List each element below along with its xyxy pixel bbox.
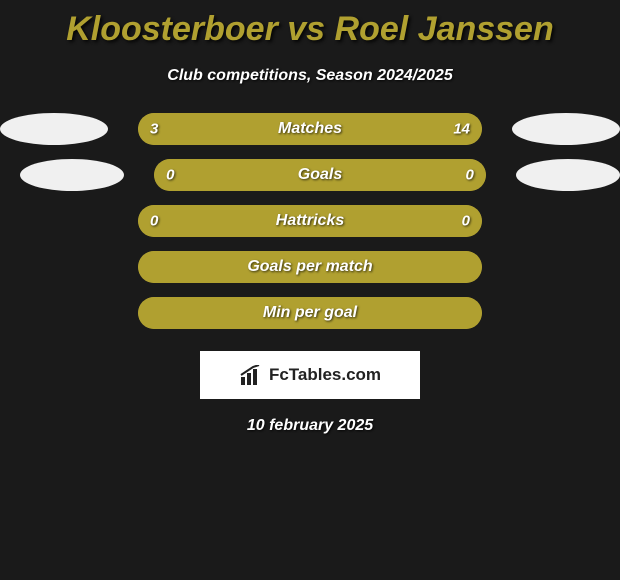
stat-label: Hattricks [276, 212, 344, 230]
stat-bar: Min per goal [138, 297, 482, 329]
spacer [0, 251, 108, 283]
player-badge-right [512, 113, 620, 145]
bar-fill-left [138, 113, 199, 145]
logo-text: FcTables.com [269, 365, 381, 385]
player-badge-left [20, 159, 124, 191]
comparison-container: Kloosterboer vs Roel Janssen Club compet… [0, 0, 620, 435]
stat-value-left: 0 [166, 167, 174, 184]
stat-label: Goals [298, 166, 342, 184]
stat-value-left: 0 [150, 213, 158, 230]
subtitle: Club competitions, Season 2024/2025 [0, 67, 620, 85]
stat-row: 3 14 Matches [0, 113, 620, 145]
stat-value-right: 0 [462, 213, 470, 230]
stat-row: Goals per match [0, 251, 620, 283]
logo-box[interactable]: FcTables.com [200, 351, 420, 399]
logo-content: FcTables.com [239, 365, 381, 385]
spacer [0, 205, 108, 237]
stat-bar: 0 0 Hattricks [138, 205, 482, 237]
spacer [512, 205, 620, 237]
date-text: 10 february 2025 [0, 417, 620, 435]
player-badge-right [516, 159, 620, 191]
stat-bar: Goals per match [138, 251, 482, 283]
stat-value-left: 3 [150, 121, 158, 138]
chart-icon [239, 365, 263, 385]
spacer [512, 251, 620, 283]
spacer [512, 297, 620, 329]
stat-label: Matches [278, 120, 342, 138]
stat-row: 0 0 Hattricks [0, 205, 620, 237]
spacer [0, 297, 108, 329]
stat-bar: 0 0 Goals [154, 159, 486, 191]
stat-value-right: 14 [453, 121, 470, 138]
stat-bar: 3 14 Matches [138, 113, 482, 145]
player-badge-left [0, 113, 108, 145]
stat-label: Goals per match [247, 258, 372, 276]
page-title: Kloosterboer vs Roel Janssen [0, 10, 620, 49]
stat-row: 0 0 Goals [0, 159, 620, 191]
stat-rows: 3 14 Matches 0 0 Goals 0 0 Hattricks Goals per ma… [0, 113, 620, 329]
stat-value-right: 0 [466, 167, 474, 184]
stat-label: Min per goal [263, 304, 357, 322]
stat-row: Min per goal [0, 297, 620, 329]
